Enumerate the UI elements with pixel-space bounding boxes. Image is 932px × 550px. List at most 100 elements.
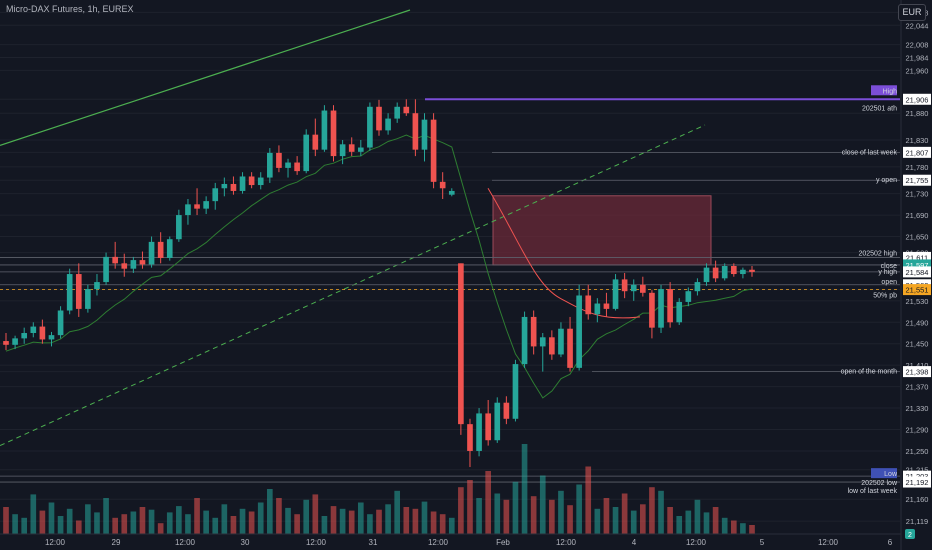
volume-bar	[467, 480, 473, 534]
currency-button[interactable]: EUR	[898, 4, 926, 21]
price-tick-label: 21,880	[906, 109, 929, 118]
candle-body	[157, 241, 164, 258]
volume-bar	[403, 507, 410, 534]
time-tick-label: 5	[760, 538, 765, 547]
level-label: 202502 high	[858, 250, 897, 257]
candle-body	[112, 256, 118, 264]
candle-body	[658, 289, 664, 328]
ma-line	[5, 134, 753, 399]
candle-body	[39, 326, 46, 340]
candle-body	[294, 162, 300, 172]
volume-bar	[712, 507, 719, 534]
candle-body	[712, 267, 719, 279]
candle-body	[48, 335, 55, 340]
time-tick-label: 4	[632, 538, 637, 547]
candle-body	[430, 119, 437, 182]
volume-bar	[339, 508, 346, 534]
candle-body	[676, 301, 683, 323]
price-label-bg	[903, 251, 931, 263]
volume-bar	[75, 520, 82, 534]
candle-body	[230, 183, 237, 191]
volume-bar	[612, 507, 619, 534]
candle-body	[721, 266, 728, 279]
volume-bar	[121, 514, 128, 534]
volume-bar	[503, 499, 510, 534]
candle-body	[312, 134, 319, 150]
candle-body	[740, 269, 746, 275]
volume-bar	[703, 512, 710, 534]
level-label: 202501 ath	[862, 105, 897, 112]
volume-bar	[448, 517, 455, 534]
level-label-bg	[871, 468, 897, 479]
volume-bar	[585, 466, 592, 534]
price-tick-label: 21,690	[906, 211, 929, 220]
volume-bar	[521, 444, 528, 534]
candle-body	[585, 295, 592, 315]
price-label-bg	[903, 266, 931, 278]
price-label-bg	[903, 366, 931, 378]
candle-body	[239, 176, 246, 191]
price-tick-label: 21,192	[906, 478, 929, 487]
volume-bar	[439, 514, 446, 534]
volume-bar	[649, 487, 655, 534]
price-tick-label: 21,650	[906, 233, 929, 242]
level-label: y open	[876, 177, 897, 184]
candle-body	[3, 341, 9, 345]
price-tick-label: 21,830	[906, 136, 929, 145]
candle-body	[321, 110, 328, 150]
volume-bar	[576, 484, 582, 534]
level-label: open	[881, 279, 897, 286]
candle-body	[749, 269, 755, 272]
volume-bar	[367, 514, 373, 534]
candle-body	[467, 424, 473, 451]
volume-bar	[412, 508, 419, 534]
candle-body	[476, 413, 482, 451]
price-tick-label: 21,370	[906, 383, 929, 392]
candle-body	[276, 152, 282, 168]
volume-bar	[239, 508, 246, 534]
ma-red-line	[487, 188, 641, 319]
level-label: 50% pb	[873, 293, 897, 300]
volume-bar	[730, 520, 737, 534]
time-tick-label: 31	[369, 538, 378, 547]
candle-body	[412, 113, 419, 150]
candle-body	[85, 289, 91, 309]
volume-bar	[185, 514, 191, 534]
candle-body	[567, 328, 573, 368]
volume-bar	[3, 507, 9, 534]
price-label-bg	[903, 259, 931, 271]
scale-badge-label: 2	[908, 532, 912, 539]
candle-body	[139, 260, 146, 265]
price-tick-label: 21,119	[906, 517, 928, 526]
price-tick-label: 21,730	[906, 190, 929, 199]
volume-bar	[194, 498, 200, 534]
candle-body	[57, 310, 64, 336]
scale-badge	[905, 529, 915, 539]
price-tick-label: 22,008	[906, 41, 929, 50]
candle-body	[75, 274, 82, 309]
candle-body	[267, 152, 273, 178]
level-label: low of last week	[848, 488, 898, 495]
candle-body	[503, 402, 510, 419]
volume-bar	[430, 511, 437, 534]
price-tick-label: 21,551	[906, 286, 929, 295]
candle-body	[248, 176, 255, 186]
volume-bar	[558, 490, 564, 534]
volume-bar	[103, 498, 109, 534]
candle-body	[166, 239, 173, 258]
volume-bar	[740, 523, 746, 534]
volume-bar	[267, 489, 273, 534]
moving-averages	[5, 134, 753, 399]
volume-bar	[330, 506, 337, 534]
candle-body	[730, 266, 737, 275]
candle-body	[649, 292, 655, 328]
dashed-trend-line	[0, 124, 706, 447]
time-tick-label: 12:00	[428, 538, 449, 547]
volume-bar	[357, 502, 364, 534]
candle-body	[185, 204, 191, 216]
price-tick-label: 21,584	[906, 268, 929, 277]
candle-body	[376, 106, 382, 131]
candle-body	[66, 274, 73, 311]
candle-body	[640, 284, 646, 293]
